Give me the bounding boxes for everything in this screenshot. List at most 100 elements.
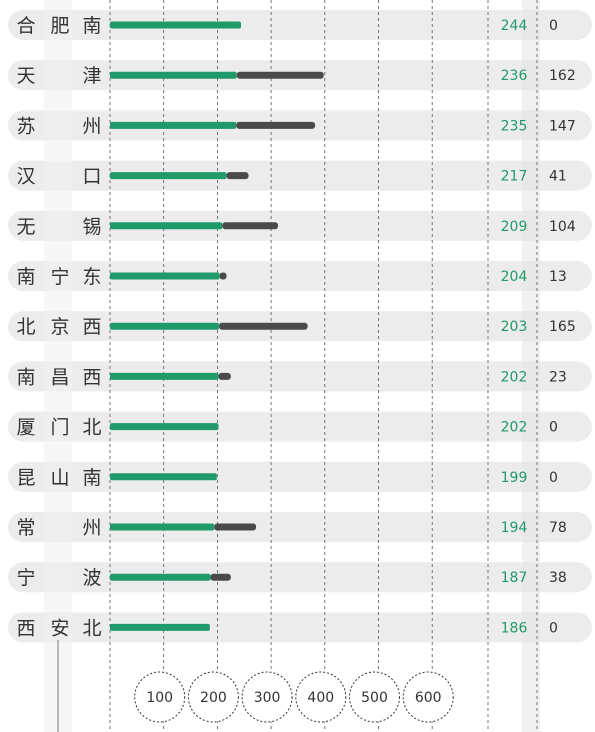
row-band [8,210,592,241]
bar-series1 [110,272,220,280]
data-label-series1: 244 [501,18,528,34]
category-label: 口 [82,166,101,188]
bar-series1 [110,222,223,230]
category-label: 西 [82,316,101,338]
x-tick-circle [295,671,347,723]
data-label-series2: 38 [549,570,567,586]
category-label: 西 [16,617,35,639]
category-label: 南 [16,266,35,288]
bar-series2 [236,71,324,79]
row-band [8,10,592,40]
category-label: 山 [50,467,69,489]
row-band [8,461,592,492]
data-label-series1: 203 [501,319,528,335]
category-label: 南 [82,15,101,37]
category-label: 锡 [82,216,101,238]
x-tick-circle [134,671,186,723]
category-label: 昌 [50,366,69,388]
right-column-shade [522,0,540,732]
category-label: 北 [16,316,35,338]
row-band [8,160,592,191]
category-label: 无 [16,216,35,238]
category-label: 北 [82,617,101,639]
x-tick-circle [402,671,454,723]
category-label: 天 [16,65,35,87]
category-label: 东 [82,266,101,288]
category-label: 汉 [16,166,35,188]
category-label: 津 [82,65,101,87]
bar-series2 [219,272,227,280]
data-label-series1: 209 [501,219,528,235]
bar-series1 [110,322,220,330]
x-tick-circle [349,671,400,723]
row-band [8,512,592,542]
bar-series1 [110,423,219,431]
category-label: 合 [16,15,35,37]
row-band [8,261,592,291]
category-label: 安 [50,617,69,639]
category-label: 州 [82,115,101,137]
data-label-series2: 23 [549,369,567,385]
category-label: 昆 [16,467,35,489]
category-label: 门 [50,417,69,439]
category-label: 南 [16,366,35,388]
x-tick-circle [241,671,293,723]
data-label-series1: 202 [501,369,528,385]
data-label-series1: 187 [501,570,528,586]
bar-series2 [219,322,308,330]
data-label-series1: 186 [501,620,528,636]
bar-series2 [218,372,231,380]
x-tick-label: 100 [146,690,173,706]
bar-series2 [214,523,257,531]
bar-series1 [110,623,210,631]
row-band [8,411,592,442]
data-label-series1: 194 [501,520,528,536]
data-label-series2: 162 [549,68,576,84]
bar-series1 [110,21,242,29]
bar-series2 [222,222,279,230]
row-band [8,361,592,392]
bar-series1 [110,372,219,380]
category-label: 西 [82,366,101,388]
category-label: 宁 [16,567,35,589]
data-label-series2: 78 [549,520,567,536]
data-label-series2: 0 [549,620,558,636]
data-label-series1: 235 [501,118,528,134]
category-label: 常 [16,517,35,539]
category-label: 苏 [16,115,35,137]
x-tick-label: 200 [200,690,227,706]
bar-series1 [110,523,215,531]
category-label: 州 [82,517,101,539]
category-label: 宁 [50,266,69,288]
category-label: 南 [82,467,101,489]
data-label-series2: 147 [549,118,576,134]
category-label: 北 [82,417,101,439]
row-band [8,562,592,593]
data-label-series2: 0 [549,420,558,436]
data-label-series2: 0 [549,18,558,34]
category-label: 京 [50,316,69,338]
data-label-series2: 41 [549,169,567,185]
data-label-series1: 204 [501,269,528,285]
bar-series1 [110,71,237,79]
bar-series2 [226,172,249,180]
bar-series1 [110,473,217,481]
x-tick-label: 300 [254,690,281,706]
data-label-series2: 0 [549,470,558,486]
data-label-series1: 199 [501,470,528,486]
data-label-series1: 217 [501,169,528,185]
left-column-shade [44,0,72,732]
bar-series2 [210,573,231,581]
data-label-series2: 104 [549,219,576,235]
x-tick-label: 500 [361,690,388,706]
category-label: 厦 [16,417,35,439]
bar-series1 [110,573,211,581]
data-label-series1: 236 [501,68,528,84]
x-tick-circle [187,671,239,723]
data-label-series1: 202 [501,420,528,436]
bar-series2 [236,121,316,129]
bar-series1 [110,172,227,180]
x-tick-label: 600 [415,690,442,706]
